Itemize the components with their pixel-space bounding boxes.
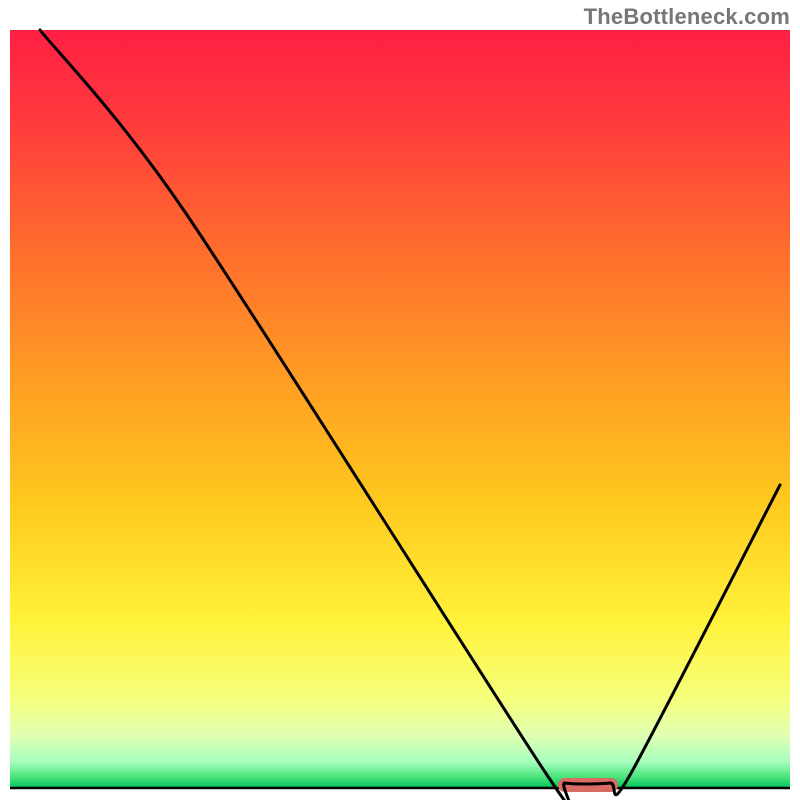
gradient-background xyxy=(10,30,790,788)
bottleneck-chart xyxy=(0,0,800,800)
chart-canvas: { "watermark": { "text": "TheBottleneck.… xyxy=(0,0,800,800)
